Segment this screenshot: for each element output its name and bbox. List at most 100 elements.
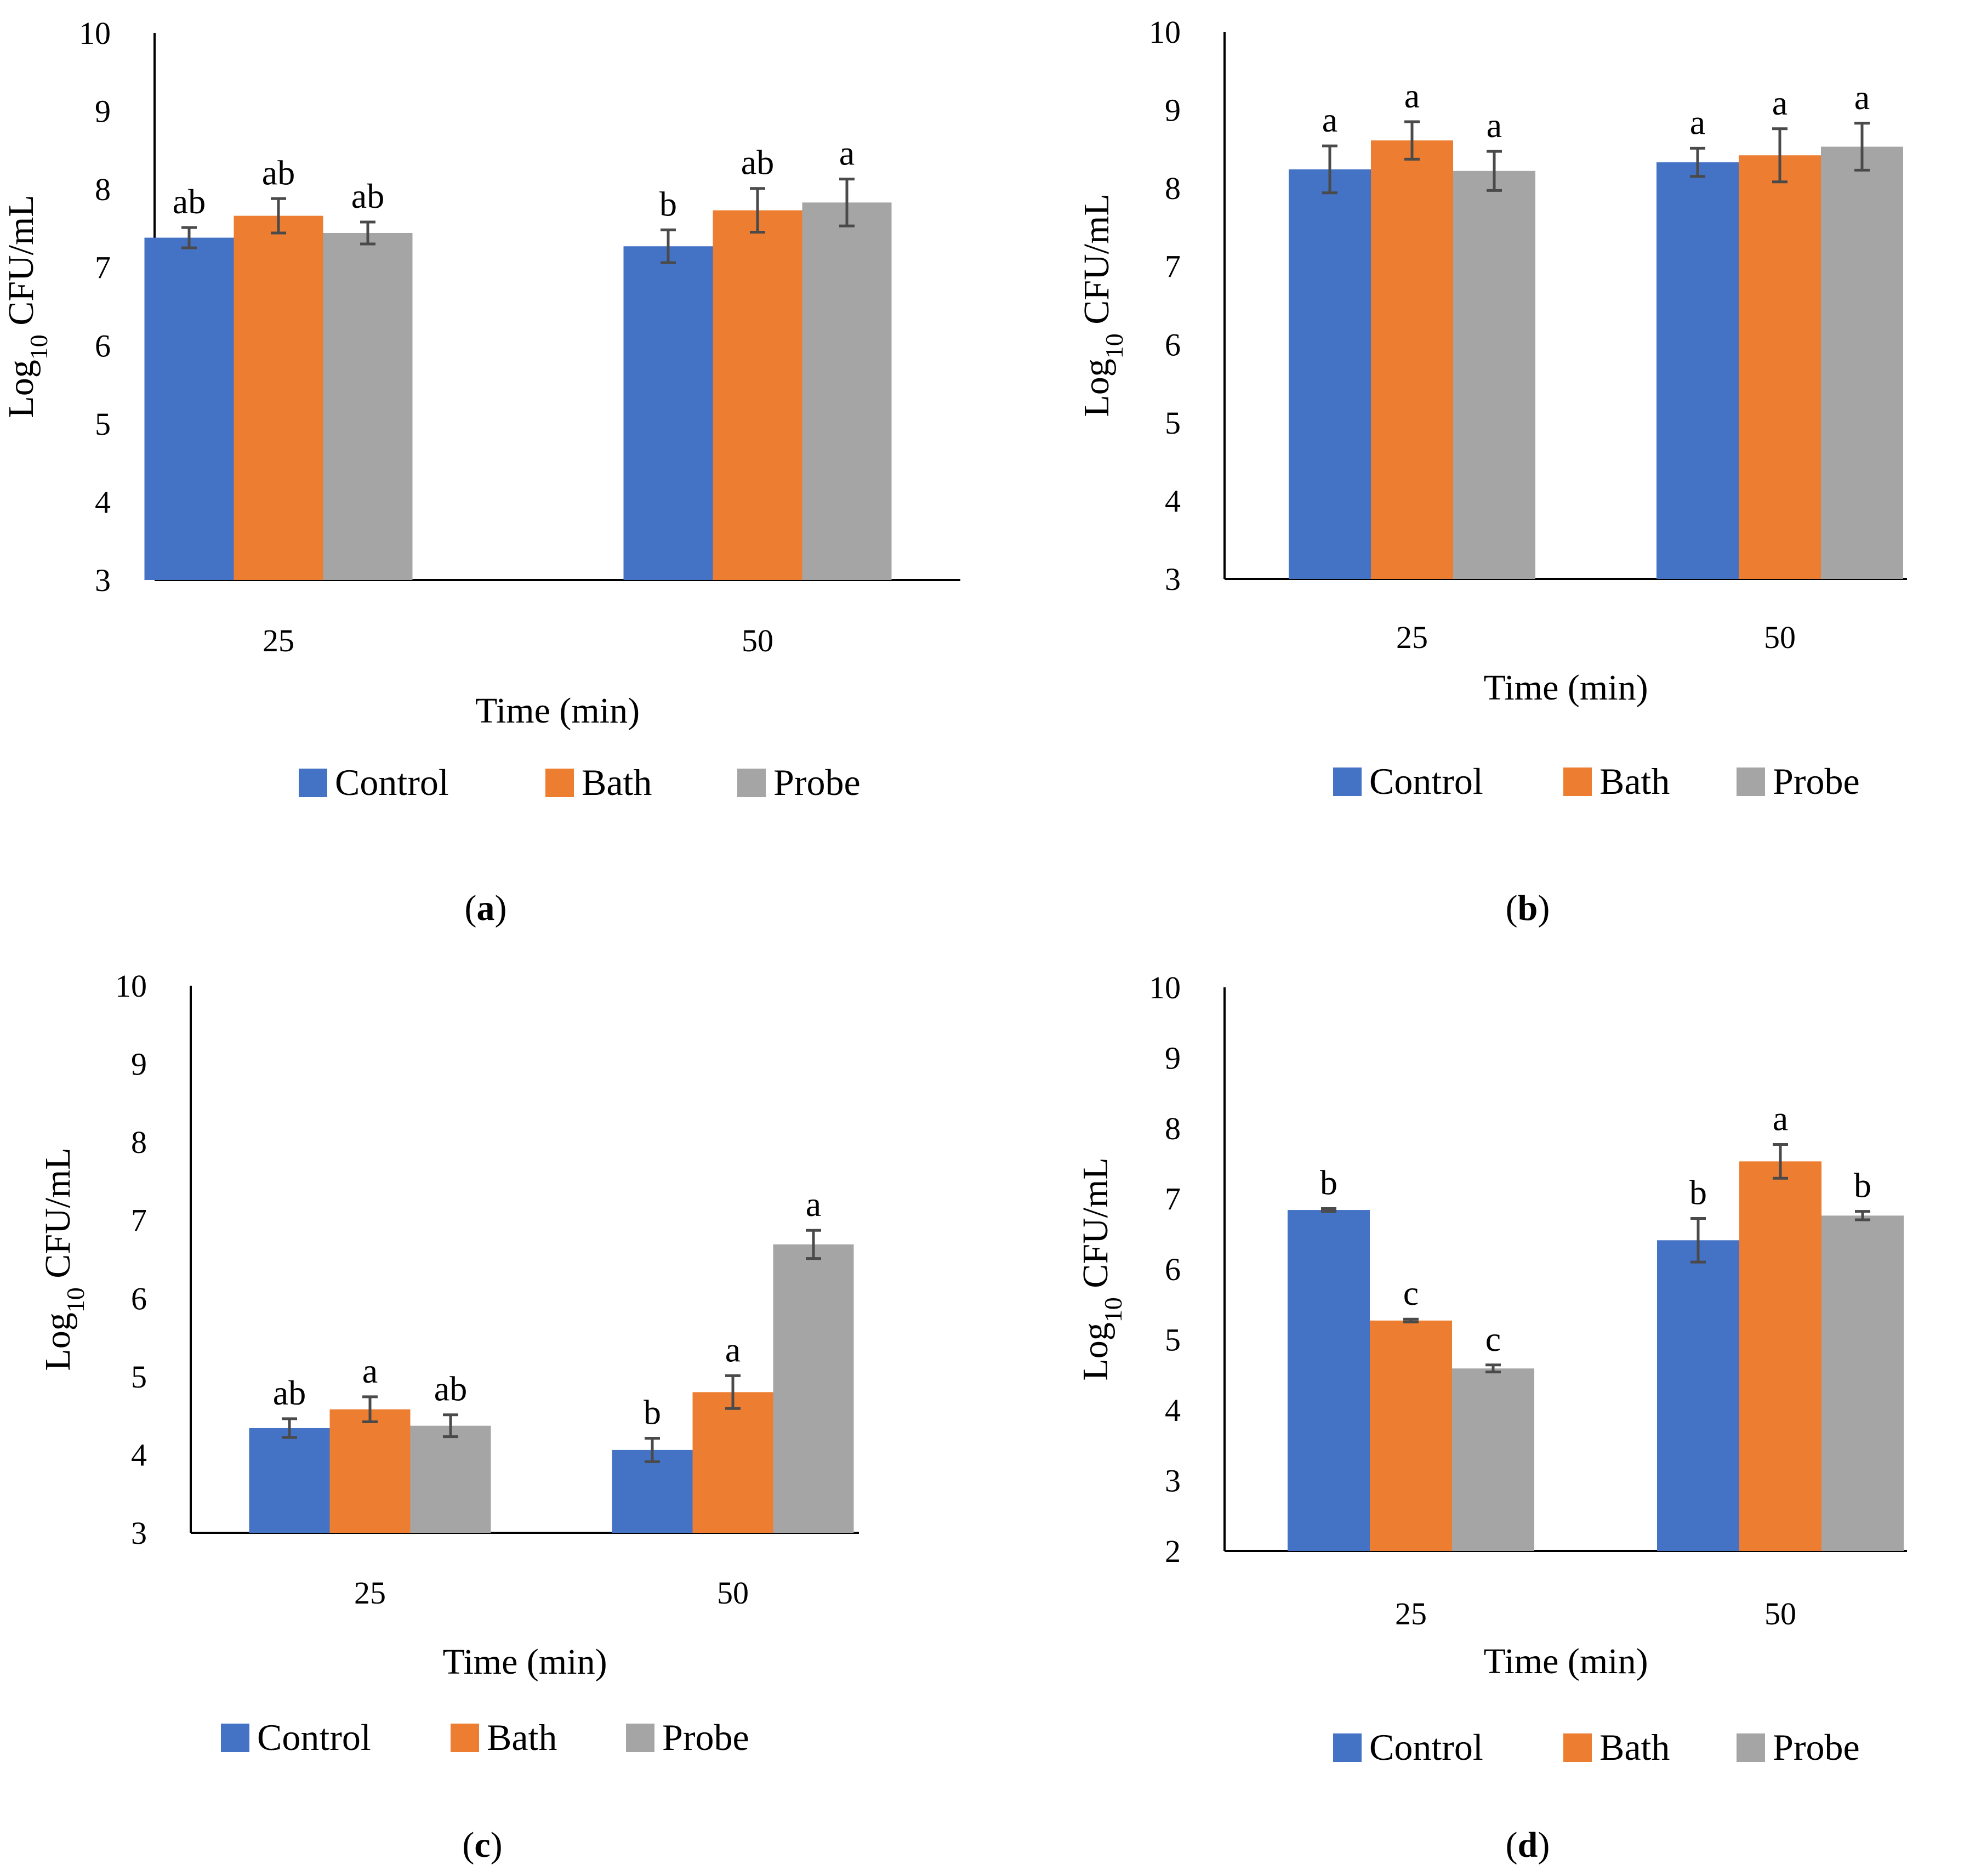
significance-label: ab (741, 143, 774, 182)
significance-label: b (1689, 1173, 1707, 1212)
legend-swatch-probe (1737, 1733, 1765, 1762)
panel-caption: (c) (462, 1825, 502, 1865)
y-tick-label: 7 (1165, 249, 1181, 285)
legend-swatch-control (221, 1724, 249, 1752)
legend: Control Bath Probe (299, 761, 861, 803)
y-tick-label: 7 (1165, 1181, 1181, 1217)
chart-panel-c: 3 4 5 6 7 8 9 10 Log10 CFU/mL ab a ab 25 b a a 50 Time (m… (38, 968, 859, 1865)
bar-bath-50 (1739, 1161, 1821, 1551)
bar-control-50 (1657, 1240, 1739, 1551)
y-tick-label: 8 (1165, 1111, 1181, 1146)
legend: Control Bath Probe (1333, 1726, 1860, 1768)
bar-control-50 (1656, 162, 1739, 579)
legend-swatch-bath (545, 769, 574, 797)
legend-swatch-probe (626, 1724, 654, 1752)
y-tick-label: 2 (1165, 1533, 1181, 1569)
legend-swatch-control (1333, 1733, 1362, 1762)
legend-label-probe: Probe (1773, 1726, 1860, 1768)
bar-bath-50 (713, 210, 802, 580)
y-tick-label: 3 (95, 562, 111, 598)
significance-label: ab (434, 1369, 467, 1408)
significance-label: a (1690, 103, 1705, 141)
y-tick-label: 6 (1165, 327, 1181, 362)
legend-label-control: Control (1369, 1726, 1483, 1768)
y-tick-label: 8 (95, 172, 111, 207)
x-tick-label: 25 (1396, 619, 1428, 655)
panel-caption: (a) (465, 888, 507, 928)
significance-label: a (362, 1351, 378, 1390)
y-tick-label: 10 (79, 15, 111, 51)
bar-bath-25 (1371, 140, 1453, 579)
x-tick-label: 25 (1395, 1596, 1427, 1631)
x-tick-label: 25 (263, 623, 294, 658)
panel-caption: (b) (1506, 888, 1550, 928)
significance-label: a (725, 1330, 741, 1369)
y-tick-label: 5 (1165, 1322, 1181, 1358)
y-tick-label: 5 (1165, 405, 1181, 441)
significance-label: a (1854, 78, 1870, 117)
x-tick-label: 50 (1764, 619, 1796, 655)
y-tick-label: 10 (1149, 970, 1181, 1005)
bar-probe-25 (410, 1425, 491, 1533)
legend-label-probe: Probe (662, 1716, 749, 1758)
panel-caption: (d) (1506, 1825, 1550, 1865)
y-tick-label: 4 (1165, 483, 1181, 519)
significance-label: ab (351, 177, 384, 215)
y-tick-label: 4 (1165, 1392, 1181, 1428)
significance-label: a (839, 134, 855, 173)
bar-control-50 (623, 246, 713, 581)
y-tick-label: 9 (1165, 1041, 1181, 1076)
legend-swatch-bath (451, 1724, 479, 1752)
legend-label-probe: Probe (1773, 760, 1860, 802)
legend-label-probe: Probe (773, 761, 861, 803)
significance-label: b (1320, 1163, 1337, 1202)
y-axis-title: Log10 CFU/mL (1, 195, 53, 418)
bar-bath-25 (1370, 1320, 1452, 1551)
y-tick-label: 9 (1165, 93, 1181, 128)
y-tick-label: 10 (115, 968, 147, 1004)
legend-swatch-bath (1563, 768, 1592, 796)
legend-label-control: Control (1369, 760, 1483, 802)
y-tick-label: 7 (131, 1203, 147, 1238)
bar-probe-25 (1452, 1368, 1534, 1551)
bar-bath-25 (329, 1409, 411, 1533)
y-tick-label: 4 (131, 1437, 147, 1473)
bar-control-25 (1289, 169, 1371, 579)
bar-probe-50 (1821, 146, 1903, 579)
bar-probe-50 (773, 1244, 854, 1533)
significance-label: a (1772, 83, 1788, 122)
legend-label-bath: Bath (487, 1716, 557, 1758)
legend-label-control: Control (257, 1716, 371, 1758)
legend-label-bath: Bath (582, 761, 652, 803)
bar-bath-50 (1739, 155, 1821, 579)
y-tick-label: 3 (131, 1515, 147, 1551)
y-tick-label: 3 (1165, 1463, 1181, 1499)
x-tick-label: 50 (1764, 1596, 1796, 1631)
y-tick-label: 7 (95, 250, 111, 286)
y-tick-label: 10 (1149, 14, 1181, 50)
y-tick-label: 6 (131, 1281, 147, 1316)
legend-label-bath: Bath (1599, 1726, 1670, 1768)
y-tick-label: 8 (131, 1124, 147, 1160)
y-tick-label: 5 (131, 1359, 147, 1395)
x-tick-label: 50 (717, 1575, 749, 1611)
y-tick-label: 4 (95, 484, 111, 520)
legend-swatch-probe (737, 769, 766, 797)
x-axis-title: Time (min) (442, 1642, 607, 1682)
legend-label-bath: Bath (1599, 760, 1670, 802)
chart-panel-a: 3 4 5 6 7 8 9 10 Log10 CFU/mL ab ab ab 25 b ab a 50 Time … (1, 15, 960, 928)
y-tick-label: 9 (95, 94, 111, 129)
significance-label: ab (273, 1373, 306, 1412)
significance-label: a (1773, 1099, 1788, 1138)
y-axis-title: Log10 CFU/mL (1077, 194, 1128, 417)
bar-control-25 (144, 237, 234, 581)
legend-label-control: Control (335, 761, 449, 803)
significance-label: a (806, 1185, 821, 1224)
legend-swatch-bath (1563, 1733, 1592, 1762)
y-axis-title: Log10 CFU/mL (1075, 1157, 1127, 1380)
y-tick-label: 5 (95, 406, 111, 442)
x-axis-title: Time (min) (1483, 668, 1648, 708)
y-tick-label: 3 (1165, 561, 1181, 597)
bar-probe-50 (1821, 1215, 1904, 1551)
significance-label: a (1322, 100, 1337, 139)
